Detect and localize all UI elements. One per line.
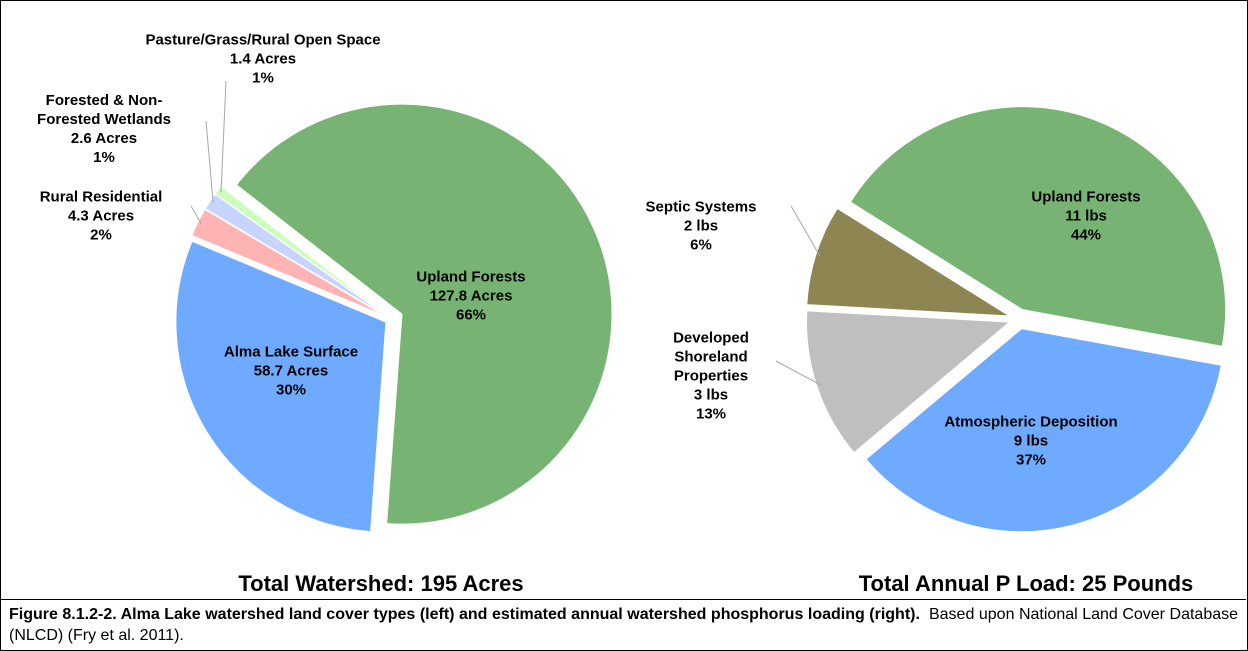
slice-label: Atmospheric Deposition 9 lbs 37% [944,413,1117,470]
slice-label: Forested & Non-Forested Wetlands 2.6 Acre… [19,91,189,167]
slice-label: Septic Systems 2 lbs 6% [646,198,757,255]
value-label: 4.3 Acres [67,207,135,225]
pie-slice [806,207,1010,317]
pie-slice [191,208,386,317]
percent-label: 1% [93,149,115,166]
slice-label: Alma Lake Surface 58.7 Acres 30% [224,343,358,400]
leader-line [205,120,214,204]
charts [175,80,1227,533]
percent-label: 66% [455,306,487,324]
value-label: 58.7 Acres [253,362,329,380]
pie-slice [865,328,1222,533]
value-label: 2 lbs [683,217,719,235]
category-label: Forested & Non-Forested Wetlands [37,92,171,128]
pie-slice [214,185,387,316]
caption-text: Based upon National Land Cover Database … [9,606,1239,644]
pie-slice [806,310,1011,454]
category-label: Rural Residential [39,188,163,206]
percent-label: 30% [275,381,307,399]
pie-slice [849,106,1227,347]
category-label: Upland Forests [1031,188,1141,206]
leader-line [220,80,227,193]
percent-label: 2% [90,226,112,244]
value-label: 3 lbs [693,386,729,404]
value-label: 127.8 Acres [429,287,513,305]
leader-line [190,205,202,225]
category-label: Alma Lake Surface [223,343,359,361]
caption-bold: Figure 8.1.2-2. Alma Lake watershed land… [9,606,920,623]
leader-line [775,360,821,386]
value-label: 1.4 Acres [229,50,297,68]
slice-label: Upland Forests 11 lbs 44% [1031,188,1140,245]
chart-total: Total Annual P Load: 25 Pounds [858,571,1194,596]
value-label: 2.6 Acres [70,130,138,147]
category-label: Upland Forests [416,268,526,286]
leader-line [790,205,821,257]
slice-label: Pasture/Grass/Rural Open Space 1.4 Acres 1… [145,31,380,88]
value-label: 9 lbs [1013,432,1049,450]
pie-slice [235,103,613,525]
category-label: Developed Shoreland Properties [673,329,749,385]
percent-label: 37% [1015,451,1047,469]
value-label: 11 lbs [1065,207,1107,225]
category-label: Septic Systems [645,198,757,216]
slice-label: Rural Residential 4.3 Acres 2% [40,188,163,245]
percent-label: 44% [1070,226,1102,244]
chart-total: Total Watershed: 195 Acres [238,571,524,596]
slice-label: Upland Forests 127.8 Acres 66% [416,268,525,325]
percent-label: 6% [690,236,712,254]
percent-label: 13% [695,405,727,423]
pie-slice [175,240,387,533]
category-label: Pasture/Grass/Rural Open Space [145,31,381,49]
slice-label: Developed Shoreland Properties 3 lbs 13% [656,329,766,424]
category-label: Atmospheric Deposition [944,413,1118,431]
percent-label: 1% [252,69,274,87]
caption: Figure 8.1.2-2. Alma Lake watershed land… [1,599,1246,649]
